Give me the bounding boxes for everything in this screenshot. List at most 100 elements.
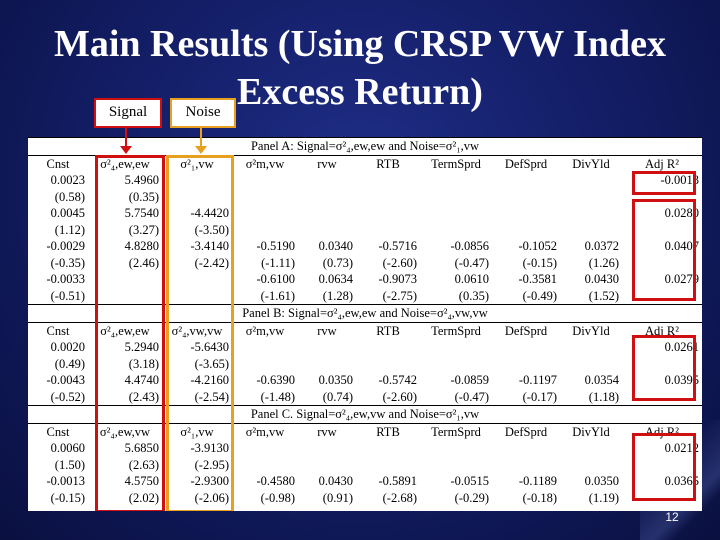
panel-header: Panel C. Signal=σ²₄,ew,vw and Noise=σ²₁,… [28,405,702,424]
table-cell: (1.26) [588,255,619,270]
table-cell [622,189,702,206]
table-cell: (0.91) [322,490,353,505]
panel-title: Panel C. Signal=σ²₄,ew,vw and Noise=σ²₁,… [28,405,702,424]
column-header: Adj R² [645,424,679,439]
table-cell [298,222,356,239]
table-cell: -0.5716 [378,239,417,254]
table-cell [298,339,356,356]
table-cell: 0.0372 [584,239,619,254]
column-header-row: Cnst σ²₄,ew,vw σ²₁,vw σ²m,vw rvw RTB TermSprd D… [28,423,702,440]
table-cell: (-0.15) [50,490,85,505]
table-cell: 0.0279 [664,272,699,287]
table-cell: 0.0020 [50,340,85,355]
table-cell [356,222,420,239]
table-row: -0.0043 4.4740 -4.2160 -0.6390 0.0350 -0.5742… [28,372,702,389]
table-cell: -0.0515 [450,474,489,489]
table-cell [492,457,560,474]
table-cell [492,205,560,222]
table-cell [232,172,298,189]
table-cell: 0.0430 [318,474,353,489]
table-row: (-0.52) (2.43) (-2.54) (-1.48) (0.74) (-2.60)… [28,389,702,406]
table-row: (0.58) (0.35) [28,189,702,206]
table-cell: (-0.98) [260,490,295,505]
table-cell: (0.35) [128,189,159,204]
column-header: σ²₄,ew,ew [100,156,150,171]
table-cell [420,222,492,239]
table-cell [356,172,420,189]
table-cell [622,288,702,305]
table-cell: 0.0395 [664,373,699,388]
table-cell: -0.3581 [518,272,557,287]
table-cell [560,172,622,189]
table-cell [232,205,298,222]
table-cell [560,440,622,457]
table-cell: (-1.48) [260,389,295,404]
table-cell: -3.9130 [190,441,229,456]
table-cell: -0.0029 [46,239,85,254]
table-cell: (2.63) [128,457,159,472]
table-cell: -0.1197 [518,373,557,388]
table-cell: (-1.61) [260,288,295,303]
table-cell: 0.0365 [664,474,699,489]
table-cell: (-2.60) [382,389,417,404]
table-cell: 0.0280 [664,206,699,221]
table-cell: -0.4580 [256,474,295,489]
table-cell: 4.5750 [124,474,159,489]
noise-arrow [200,126,202,148]
table-cell: -0.0033 [46,272,85,287]
column-header: σ²₁,vw [180,424,214,439]
results-table-container: Panel A: Signal=σ²₄,ew,ew and Noise=σ²₁,… [28,137,702,511]
column-header: TermSprd [431,156,481,171]
column-header: σ²₁,vw [180,156,214,171]
table-cell: (3.18) [128,356,159,371]
table-cell [298,172,356,189]
table-cell: 0.0634 [318,272,353,287]
table-cell: (-2.54) [194,389,229,404]
panel-header: Panel B: Signal=σ²₄,ew,ew and Noise=σ²₄,… [28,304,702,323]
table-cell: (-2.75) [382,288,417,303]
table-cell: (-0.49) [522,288,557,303]
table-cell [356,457,420,474]
table-row: 0.0060 5.6850 -3.9130 0.0212 [28,440,702,457]
table-cell [622,222,702,239]
table-row: (1.50) (2.63) (-2.95) [28,457,702,474]
table-cell [492,339,560,356]
table-cell: (1.52) [588,288,619,303]
table-cell [560,205,622,222]
column-header: σ²₄,vw,vw [171,323,223,338]
table-cell: -0.0013 [660,173,699,188]
table-cell: 4.8280 [124,239,159,254]
title-line-2: Excess Return) [237,71,483,113]
table-cell [560,189,622,206]
column-header-row: Cnst σ²₄,ew,ew σ²₁,vw σ²m,vw rvw RTB TermSprd D… [28,155,702,172]
column-header: DefSprd [504,323,548,338]
table-cell: (-2.06) [194,490,229,505]
table-cell: (-0.51) [50,288,85,303]
table-cell [356,356,420,373]
table-cell [420,205,492,222]
table-cell: (-2.42) [194,255,229,270]
column-header: Adj R² [645,323,679,338]
table-cell: 5.7540 [124,206,159,221]
column-header: DefSprd [504,156,548,171]
table-cell: (0.73) [322,255,353,270]
column-header: σ²₄,ew,vw [99,424,151,439]
table-cell: (1.28) [322,288,353,303]
table-cell [232,189,298,206]
table-cell [298,205,356,222]
table-cell: (2.43) [128,389,159,404]
panel-title: Panel B: Signal=σ²₄,ew,ew and Noise=σ²₄,… [28,304,702,323]
table-row: 0.0023 5.4960 -0.0013 [28,172,702,189]
table-cell: (-2.60) [382,255,417,270]
signal-arrow [125,126,127,148]
table-cell: 0.0354 [584,373,619,388]
table-cell: (2.46) [128,255,159,270]
table-cell: (-0.47) [454,255,489,270]
table-cell: 0.0610 [454,272,489,287]
table-cell [162,271,232,288]
table-cell: (-0.52) [50,389,85,404]
table-cell: 0.0045 [50,206,85,221]
table-cell: -5.6430 [190,340,229,355]
table-cell: -4.4420 [190,206,229,221]
column-header: TermSprd [431,323,481,338]
